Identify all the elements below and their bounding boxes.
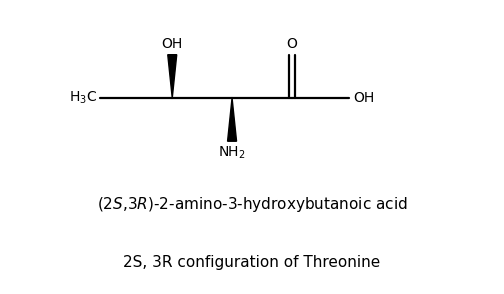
Text: 2S, 3R configuration of Threonine: 2S, 3R configuration of Threonine: [123, 255, 381, 270]
Text: NH$_2$: NH$_2$: [218, 145, 246, 161]
Text: (2$\it{S}$,3$\it{R}$)-2-amino-3-hydroxybutanoic acid: (2$\it{S}$,3$\it{R}$)-2-amino-3-hydroxyb…: [97, 195, 407, 214]
Polygon shape: [168, 55, 177, 98]
Text: H$_3$C: H$_3$C: [70, 90, 97, 106]
Polygon shape: [228, 98, 236, 141]
Text: OH: OH: [162, 37, 183, 51]
Text: O: O: [286, 37, 297, 51]
Text: OH: OH: [353, 91, 374, 105]
